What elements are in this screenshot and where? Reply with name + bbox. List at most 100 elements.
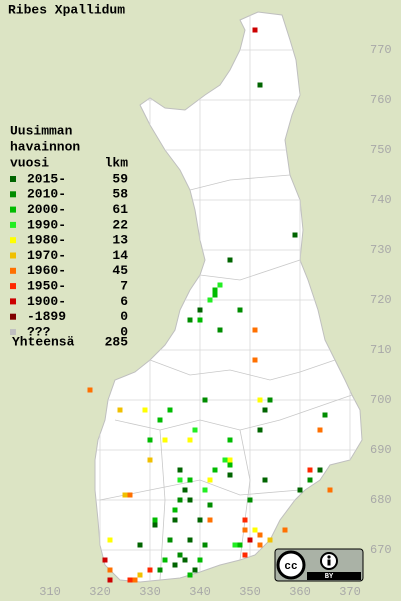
- legend-count: 45: [112, 263, 128, 278]
- legend-label: -1899: [27, 309, 66, 324]
- x-tick-label: 370: [339, 585, 361, 599]
- observation-square: [157, 417, 163, 423]
- observation-square: [257, 82, 263, 88]
- legend-label: 1970-: [27, 248, 66, 263]
- observation-square: [162, 557, 168, 563]
- legend-swatch: [10, 267, 16, 274]
- observation-square: [187, 317, 193, 323]
- legend-swatch: [10, 221, 16, 228]
- observation-square: [247, 537, 253, 543]
- legend-label: 2000-: [27, 202, 66, 217]
- observations: [87, 27, 333, 583]
- legend-label: 1980-: [27, 233, 66, 248]
- legend-count: 61: [112, 202, 128, 217]
- badge-strip: [307, 572, 361, 580]
- observation-square: [207, 502, 213, 508]
- observation-square: [107, 567, 113, 573]
- observation-square: [107, 537, 113, 543]
- observation-square: [117, 407, 123, 413]
- observation-square: [137, 572, 143, 578]
- legend-label: 2015-: [27, 171, 66, 186]
- observation-square: [107, 577, 113, 583]
- legend: Ribes Xpallidum Uusimman havainnon vuosi…: [8, 2, 128, 349]
- observation-square: [152, 517, 158, 523]
- observation-square: [237, 307, 243, 313]
- observation-square: [172, 562, 178, 568]
- observation-square: [262, 407, 268, 413]
- observation-square: [257, 532, 263, 538]
- y-tick-label: 670: [370, 543, 392, 557]
- observation-square: [232, 542, 238, 548]
- legend-count: 0: [120, 309, 128, 324]
- x-tick-label: 360: [289, 585, 311, 599]
- x-tick-label: 340: [189, 585, 211, 599]
- license-text: BY: [325, 573, 334, 581]
- legend-total-label: Yhteensä: [12, 334, 75, 349]
- legend-swatch: [10, 206, 16, 213]
- observation-square: [242, 552, 248, 558]
- observation-square: [327, 487, 333, 493]
- observation-square: [252, 327, 258, 333]
- y-tick-label: 760: [370, 93, 392, 107]
- observation-square: [142, 407, 148, 413]
- observation-square: [252, 27, 258, 33]
- observation-square: [242, 527, 248, 533]
- legend-swatch: [10, 237, 16, 244]
- legend-label: 1960-: [27, 263, 66, 278]
- cc-icon: [276, 550, 306, 580]
- legend-count: 22: [112, 217, 128, 232]
- observation-square: [252, 357, 258, 363]
- observation-square: [177, 552, 183, 558]
- observation-square: [137, 542, 143, 548]
- observation-square: [212, 292, 218, 298]
- observation-square: [197, 517, 203, 523]
- legend-swatch: [10, 191, 16, 198]
- observation-square: [172, 517, 178, 523]
- observation-square: [177, 477, 183, 483]
- observation-square: [187, 497, 193, 503]
- observation-square: [262, 477, 268, 483]
- observation-square: [167, 407, 173, 413]
- observation-square: [152, 522, 158, 528]
- observation-square: [167, 537, 173, 543]
- y-tick-label: 690: [370, 443, 392, 457]
- observation-square: [227, 437, 233, 443]
- observation-square: [227, 457, 233, 463]
- observation-square: [267, 537, 273, 543]
- observation-square: [127, 492, 133, 498]
- observation-square: [162, 437, 168, 443]
- observation-square: [187, 437, 193, 443]
- observation-square: [207, 297, 213, 303]
- observation-square: [207, 517, 213, 523]
- observation-square: [317, 427, 323, 433]
- observation-square: [307, 467, 313, 473]
- observation-square: [197, 557, 203, 563]
- observation-square: [102, 557, 108, 563]
- observation-square: [187, 572, 193, 578]
- observation-square: [257, 427, 263, 433]
- legend-count: 0: [120, 324, 128, 339]
- x-tick-label: 320: [89, 585, 111, 599]
- observation-square: [132, 577, 138, 583]
- observation-square: [147, 567, 153, 573]
- observation-square: [217, 282, 223, 288]
- observation-square: [177, 497, 183, 503]
- y-tick-label: 740: [370, 193, 392, 207]
- observation-square: [207, 477, 213, 483]
- license-badge: cc BY: [274, 548, 364, 582]
- observation-square: [192, 427, 198, 433]
- observation-square: [227, 257, 233, 263]
- observation-square: [197, 307, 203, 313]
- observation-square: [202, 397, 208, 403]
- region-borders: [99, 174, 353, 581]
- y-tick-label: 720: [370, 293, 392, 307]
- legend-swatch: [10, 313, 16, 320]
- observation-square: [147, 437, 153, 443]
- observation-square: [227, 472, 233, 478]
- observation-square: [257, 542, 263, 548]
- legend-label: 1990-: [27, 217, 66, 232]
- legend-heading: vuosi: [10, 155, 49, 170]
- observation-square: [267, 397, 273, 403]
- legend-count-header: lkm: [105, 155, 129, 170]
